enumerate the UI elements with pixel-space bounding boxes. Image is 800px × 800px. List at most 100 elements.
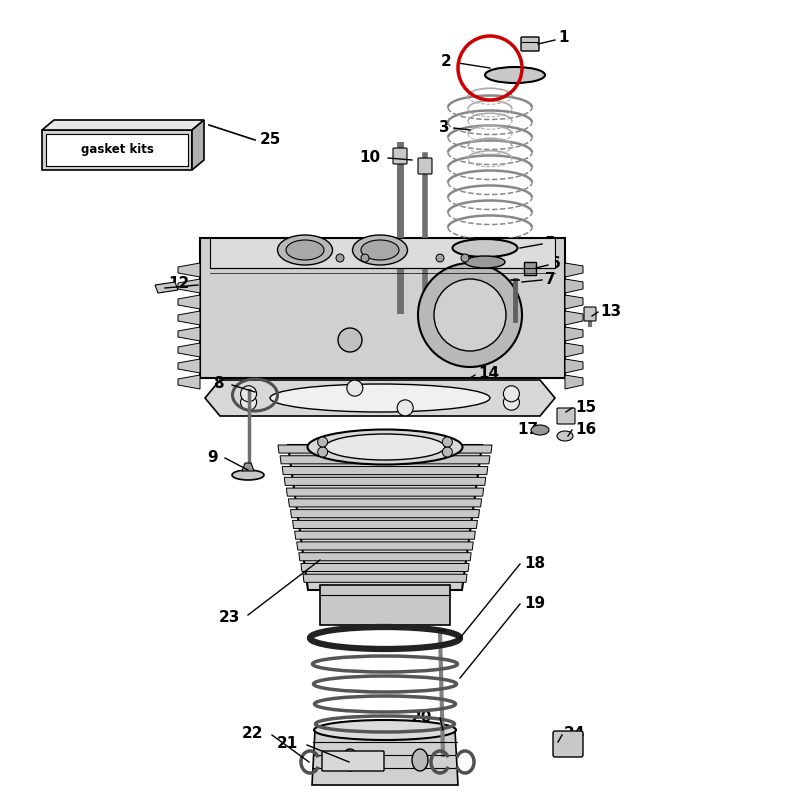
Text: 21: 21 xyxy=(277,737,298,751)
Polygon shape xyxy=(301,563,469,571)
Ellipse shape xyxy=(353,235,407,265)
Circle shape xyxy=(434,279,506,351)
Polygon shape xyxy=(565,263,583,277)
Polygon shape xyxy=(42,130,192,170)
Circle shape xyxy=(347,380,363,396)
Text: 10: 10 xyxy=(359,150,380,165)
Polygon shape xyxy=(297,542,474,550)
Circle shape xyxy=(361,254,369,262)
Circle shape xyxy=(241,386,257,402)
Polygon shape xyxy=(178,327,200,341)
Circle shape xyxy=(336,254,344,262)
Circle shape xyxy=(318,447,328,457)
FancyBboxPatch shape xyxy=(521,37,539,51)
Circle shape xyxy=(241,394,257,410)
Polygon shape xyxy=(293,520,478,529)
Text: 5: 5 xyxy=(545,235,556,250)
Polygon shape xyxy=(289,499,482,507)
Polygon shape xyxy=(282,466,488,474)
Polygon shape xyxy=(565,343,583,357)
Polygon shape xyxy=(288,445,482,590)
Ellipse shape xyxy=(361,240,399,260)
Polygon shape xyxy=(565,327,583,341)
Text: gasket kits: gasket kits xyxy=(81,143,154,157)
Polygon shape xyxy=(299,553,471,561)
Polygon shape xyxy=(200,238,565,378)
Text: 24: 24 xyxy=(564,726,586,742)
Polygon shape xyxy=(155,282,178,293)
FancyBboxPatch shape xyxy=(553,731,583,757)
Circle shape xyxy=(442,447,452,457)
Polygon shape xyxy=(178,295,200,309)
Text: 16: 16 xyxy=(575,422,596,437)
Polygon shape xyxy=(178,359,200,373)
Polygon shape xyxy=(565,311,583,325)
Text: 17: 17 xyxy=(517,422,538,438)
Text: 25: 25 xyxy=(260,133,282,147)
FancyBboxPatch shape xyxy=(393,148,407,164)
Ellipse shape xyxy=(325,434,445,460)
FancyBboxPatch shape xyxy=(418,158,432,174)
Polygon shape xyxy=(280,456,490,464)
FancyBboxPatch shape xyxy=(584,307,596,321)
Ellipse shape xyxy=(531,425,549,435)
Ellipse shape xyxy=(485,67,545,83)
Polygon shape xyxy=(286,488,484,496)
Polygon shape xyxy=(320,585,450,625)
Circle shape xyxy=(318,437,328,447)
FancyBboxPatch shape xyxy=(524,262,536,275)
Text: 13: 13 xyxy=(600,303,621,318)
Text: 7: 7 xyxy=(545,271,556,286)
Text: 23: 23 xyxy=(218,610,240,625)
Circle shape xyxy=(397,400,413,416)
Polygon shape xyxy=(178,311,200,325)
Polygon shape xyxy=(303,574,467,582)
Polygon shape xyxy=(178,263,200,277)
Polygon shape xyxy=(565,295,583,309)
Ellipse shape xyxy=(314,720,456,740)
Polygon shape xyxy=(312,730,458,785)
Polygon shape xyxy=(178,343,200,357)
Circle shape xyxy=(461,254,469,262)
Circle shape xyxy=(436,254,444,262)
FancyBboxPatch shape xyxy=(322,751,384,771)
Polygon shape xyxy=(565,375,583,389)
Polygon shape xyxy=(290,510,479,518)
Polygon shape xyxy=(178,375,200,389)
Text: 15: 15 xyxy=(575,399,596,414)
Text: 14: 14 xyxy=(478,366,499,382)
Ellipse shape xyxy=(278,235,333,265)
Text: 2: 2 xyxy=(442,54,452,70)
Circle shape xyxy=(503,386,519,402)
Polygon shape xyxy=(192,120,204,170)
Text: 18: 18 xyxy=(524,555,545,570)
Text: 22: 22 xyxy=(242,726,263,742)
Polygon shape xyxy=(205,380,555,416)
Text: 12: 12 xyxy=(169,277,190,291)
Ellipse shape xyxy=(465,256,505,268)
Polygon shape xyxy=(565,279,583,293)
Text: 9: 9 xyxy=(207,450,218,465)
Text: 8: 8 xyxy=(214,377,224,391)
Ellipse shape xyxy=(232,470,264,480)
Polygon shape xyxy=(294,531,475,539)
FancyBboxPatch shape xyxy=(557,408,575,424)
Polygon shape xyxy=(42,120,204,130)
Ellipse shape xyxy=(453,239,518,257)
Circle shape xyxy=(338,328,362,352)
Polygon shape xyxy=(284,478,486,486)
Ellipse shape xyxy=(270,384,490,412)
Polygon shape xyxy=(178,279,200,293)
FancyBboxPatch shape xyxy=(46,134,188,166)
Text: 1: 1 xyxy=(558,30,569,46)
Ellipse shape xyxy=(342,749,358,771)
Text: 19: 19 xyxy=(524,595,545,610)
Circle shape xyxy=(418,263,522,367)
Text: 6: 6 xyxy=(550,257,561,271)
Text: 20: 20 xyxy=(410,710,432,725)
Ellipse shape xyxy=(412,749,428,771)
Polygon shape xyxy=(278,445,492,453)
Polygon shape xyxy=(210,238,555,268)
Ellipse shape xyxy=(307,430,462,465)
Text: 3: 3 xyxy=(439,119,450,134)
